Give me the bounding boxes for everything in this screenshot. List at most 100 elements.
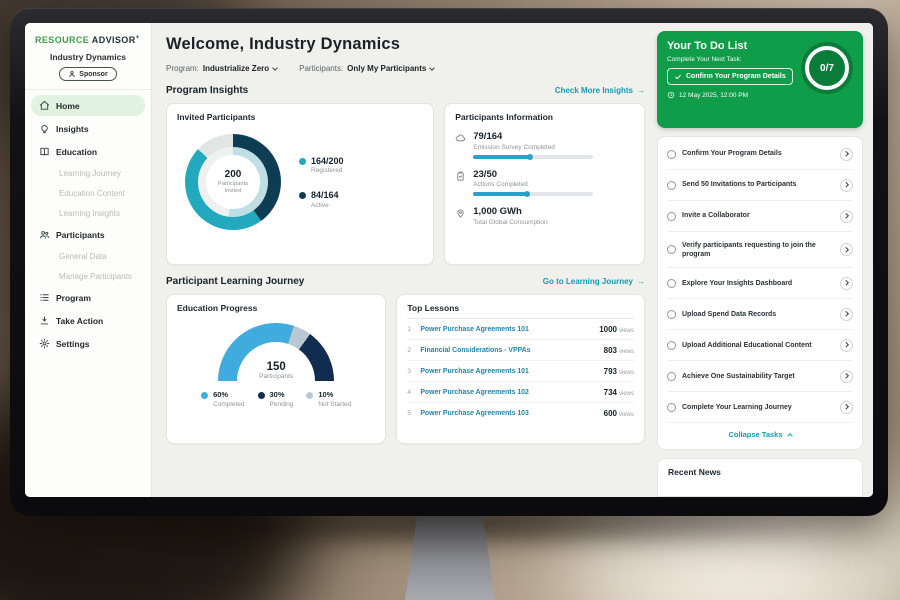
sidebar-item-label: Insights [56,123,89,134]
task-checkbox[interactable] [667,278,676,288]
emission-icon [455,132,466,144]
progress-bar [473,191,594,197]
todo-next-task-button[interactable]: Confirm Your Program Details [667,68,793,85]
task-checkbox[interactable] [667,211,676,221]
invited-participants-card: Invited Participants 200 Participants In… [166,103,435,265]
task-row[interactable]: Send 50 Invitations to Participants [667,170,853,201]
education-gauge-chart: 150 Participants [218,323,335,381]
sidebar-item-manage-participants[interactable]: Manage Participants [31,267,145,285]
task-open-button[interactable] [840,178,853,192]
legend-value: 60% [213,390,229,399]
legend-dot [257,392,265,399]
go-to-learning-journey-link[interactable]: Go to Learning Journey → [543,277,645,286]
lesson-views: 793 views [603,366,634,376]
legend-dot [299,192,306,199]
check-more-insights-link[interactable]: Check More Insights → [555,86,645,95]
gauge-legend: 60% Completed 30% Pending [201,390,351,408]
education-icon [39,146,50,157]
chevron-right-icon [843,247,849,253]
sidebar-item-education-content[interactable]: Education Content [31,184,145,202]
task-checkbox[interactable] [667,309,676,319]
sidebar-item-label: Participants [56,229,105,240]
todo-progress-ring: 0/7 [801,42,853,94]
legend-value: 84/164 [311,190,339,200]
task-open-button[interactable] [840,147,853,161]
task-row[interactable]: Verify participants requesting to join t… [667,232,853,269]
sidebar-item-take-action[interactable]: Take Action [31,310,145,331]
lesson-link[interactable]: Power Purchase Agreements 101 [420,367,529,375]
task-checkbox[interactable] [667,402,676,412]
take-action-icon [39,315,50,326]
legend-label: Registered [311,167,343,174]
lesson-link[interactable]: Power Purchase Agreements 101 [420,325,529,333]
task-open-button[interactable] [840,400,853,414]
sidebar-item-home[interactable]: Home [31,95,145,116]
sidebar-item-learning-insights[interactable]: Learning Insights [31,204,145,222]
task-open-button[interactable] [840,338,853,352]
lesson-row: 4 Power Purchase Agreements 102 734 views [407,382,634,403]
program-icon [39,292,50,303]
lesson-rank: 3 [407,367,411,375]
task-row[interactable]: Achieve One Sustainability Target [667,361,853,393]
sidebar-item-general-data[interactable]: General Data [31,247,145,265]
lesson-views: 600 views [603,408,634,418]
learning-journey-header: Participant Learning Journey Go to Learn… [166,276,645,287]
chevron-right-icon [843,342,849,348]
app-window: RESOURCE ADVISOR+ Industry Dynamics Spon… [25,23,873,497]
participants-dropdown[interactable]: Participants: Only My Participants [299,64,436,73]
organization-name: Industry Dynamics [49,52,127,62]
task-checkbox[interactable] [667,180,676,190]
task-open-button[interactable] [840,369,853,383]
task-label: Complete Your Learning Journey [682,403,792,411]
task-row[interactable]: Upload Spend Data Records [667,299,853,331]
task-checkbox[interactable] [667,340,676,350]
sidebar-item-education[interactable]: Education [31,141,145,162]
lesson-link[interactable]: Financial Considerations - VPPAs [420,346,531,354]
progress-bar [473,153,594,160]
lesson-row: 1 Power Purchase Agreements 101 1000 view… [407,319,634,340]
legend-item-active: 84/164 Active [299,190,344,209]
chevron-right-icon [843,311,849,317]
page-title: Welcome, Industry Dynamics [166,35,401,53]
sidebar-item-insights[interactable]: Insights [31,118,145,139]
sidebar-item-label: Settings [56,338,90,349]
sidebar-item-label: Home [56,100,80,111]
task-open-button[interactable] [840,243,853,257]
todo-hero-card: Your To Do List Complete Your Next Task:… [657,31,863,128]
main-column: Welcome, Industry Dynamics Program: Indu… [166,31,645,497]
task-open-button[interactable] [840,307,853,321]
legend-value: 164/200 [311,155,344,166]
stat-value: 23/50 [473,168,498,180]
gauge-center-label: Participants [259,373,294,380]
legend-label: Active [311,201,329,209]
task-row[interactable]: Confirm Your Program Details [667,139,853,170]
task-row[interactable]: Upload Additional Educational Content [667,330,853,362]
info-stats: 79/164 Emission Survey Completed 23/50 [455,122,634,230]
lesson-link[interactable]: Power Purchase Agreements 103 [420,409,529,417]
lesson-link[interactable]: Power Purchase Agreements 102 [420,388,529,396]
card-title: Invited Participants [177,112,256,122]
task-open-button[interactable] [840,276,853,290]
task-checkbox[interactable] [667,149,676,159]
task-row[interactable]: Complete Your Learning Journey [667,392,853,424]
sidebar-item-participants[interactable]: Participants [31,224,145,245]
stat-label: Actions Completed [473,181,528,188]
arrow-right-icon: → [637,86,645,95]
task-row[interactable]: Invite a Collaborator [667,201,853,232]
task-checkbox[interactable] [667,371,676,381]
stat-global-consumption: 1,000 GWh Total Global Consumption [455,206,634,230]
chevron-right-icon [843,151,849,157]
section-title: Participant Learning Journey [166,276,305,287]
task-checkbox[interactable] [667,245,676,255]
sidebar-item-program[interactable]: Program [31,287,145,308]
task-row[interactable]: Explore Your Insights Dashboard [667,268,853,300]
chevron-down-icon [429,64,436,71]
program-dropdown[interactable]: Program: Industrialize Zero [166,64,278,73]
sidebar-item-settings[interactable]: Settings [31,333,145,354]
sidebar-item-learning-journey[interactable]: Learning Journey [31,164,145,182]
collapse-tasks-link[interactable]: Collapse Tasks [667,423,853,447]
todo-subtitle: Complete Your Next Task: [667,56,742,63]
arrow-right-icon: → [637,277,645,286]
task-open-button[interactable] [840,209,853,223]
chevron-right-icon [843,404,849,410]
